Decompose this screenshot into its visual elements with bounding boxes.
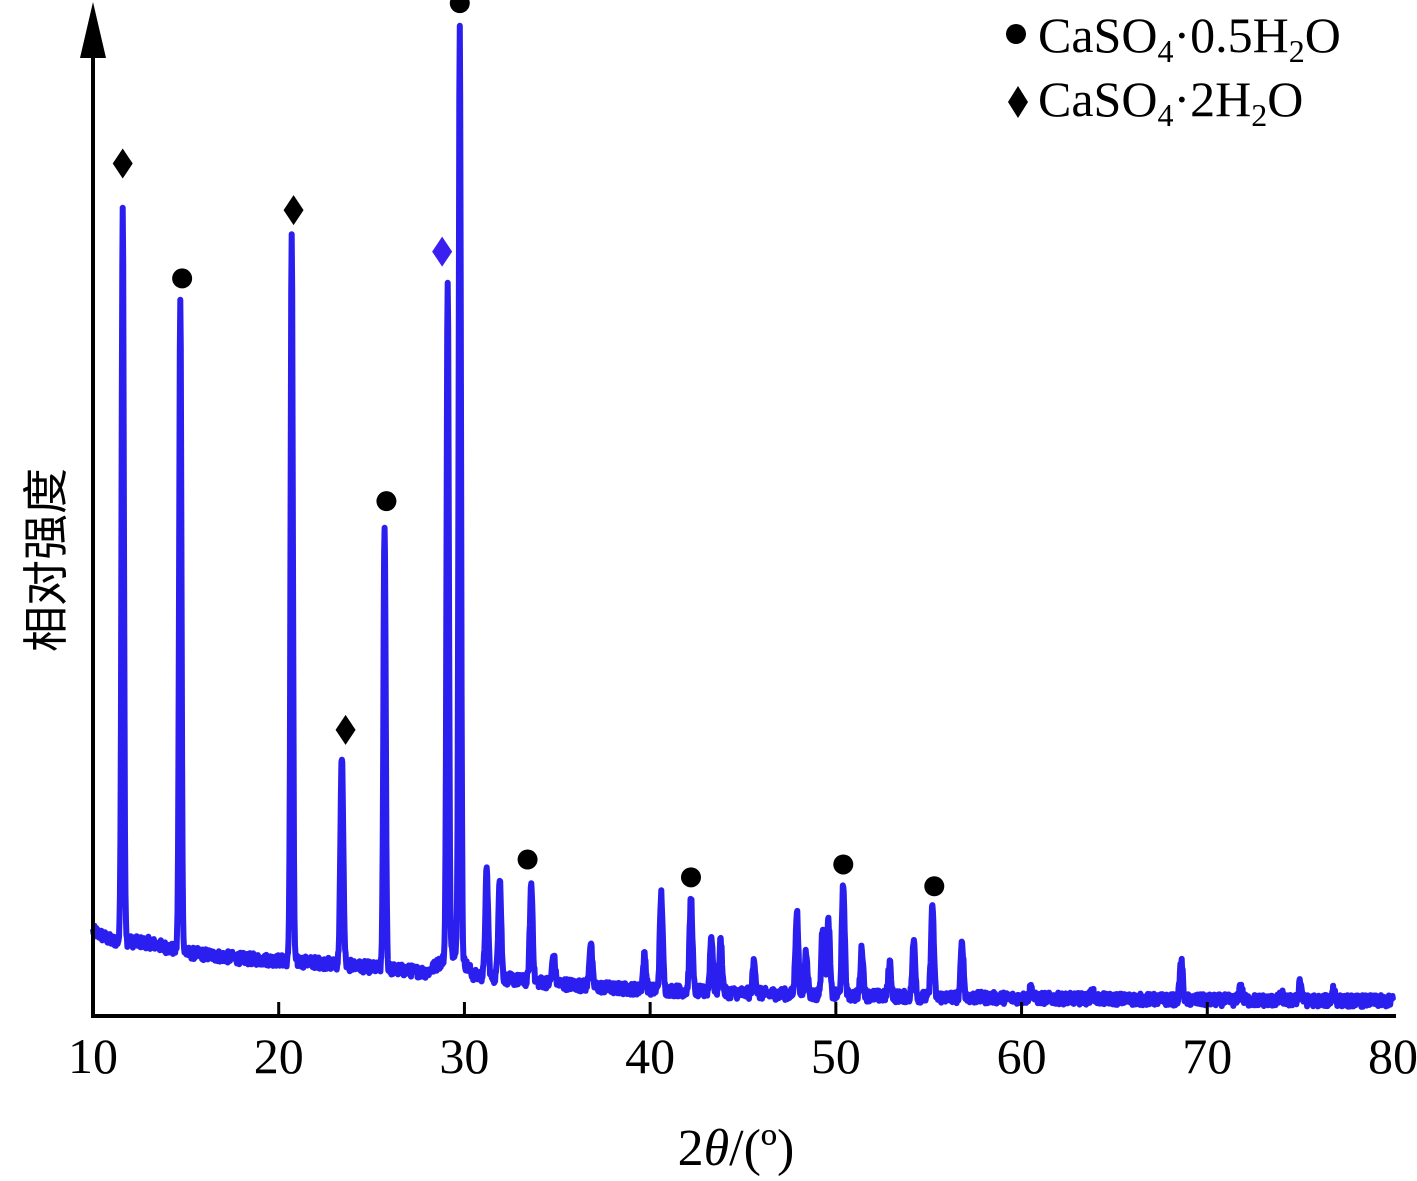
x-tick-label: 20 [254, 1028, 304, 1084]
y-axis-arrowhead [80, 2, 106, 58]
x-tick-label: 60 [997, 1028, 1047, 1084]
x-tick-label: 50 [811, 1028, 861, 1084]
x-tick-label: 70 [1182, 1028, 1232, 1084]
peak-circle-marker [449, 0, 470, 14]
legend-label-dihydrate: CaSO4·2H2O [1038, 71, 1303, 133]
legend-item-hemihydrate: CaSO4·0.5H2O [1006, 7, 1341, 69]
peak-circle-marker [376, 491, 397, 512]
x-tick-label: 80 [1368, 1028, 1417, 1084]
legend-circle-icon [1006, 24, 1026, 44]
x-tick-label: 30 [439, 1028, 489, 1084]
x-tick-label: 10 [68, 1028, 118, 1084]
y-axis-title: 相对强度 [19, 468, 73, 652]
peak-diamond-marker [432, 236, 453, 267]
legend-item-dihydrate: CaSO4·2H2O [1008, 71, 1303, 133]
legend: CaSO4·0.5H2O CaSO4·2H2O [1006, 7, 1341, 133]
x-ticks: 10 20 30 40 50 60 70 80 [68, 1002, 1417, 1084]
peak-circle-marker [172, 268, 193, 289]
peak-circle-marker [924, 876, 945, 897]
peak-circle-marker [517, 849, 538, 870]
xrd-pattern-line [90, 22, 1396, 1010]
x-axis: 10 20 30 40 50 60 70 80 [68, 1002, 1417, 1084]
peak-diamond-marker [335, 714, 356, 745]
legend-diamond-icon [1008, 86, 1028, 118]
peak-diamond-marker [112, 148, 133, 179]
plot-area [90, 0, 1396, 1010]
peak-circle-marker [681, 867, 701, 888]
peak-diamond-marker [283, 195, 304, 226]
x-axis-title: 2θ/(º) [678, 1120, 795, 1177]
legend-label-hemihydrate: CaSO4·0.5H2O [1038, 7, 1341, 69]
peak-circle-marker [833, 854, 854, 875]
peak-markers [112, 0, 945, 897]
x-tick-label: 40 [625, 1028, 675, 1084]
y-axis [80, 2, 106, 1016]
